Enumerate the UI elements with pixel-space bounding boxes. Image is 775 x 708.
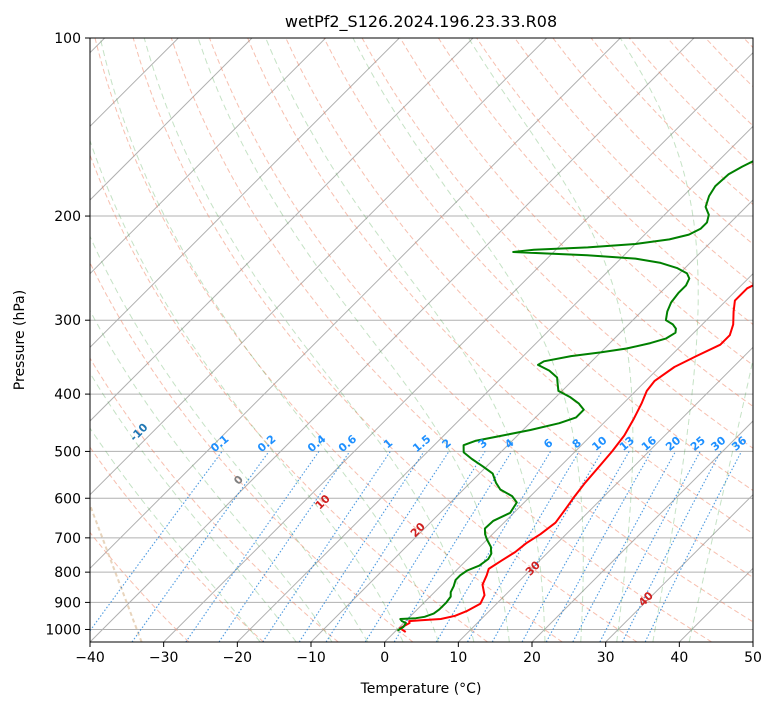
y-axis-ticks: 100 200 300 400 500 600 700 800 900 1000 [45, 31, 90, 638]
dry-adiabat [90, 261, 414, 642]
y-axis-label: Pressure (hPa) [12, 290, 28, 390]
moist-adiabat [619, 38, 699, 642]
dry-adiabat [399, 38, 753, 408]
mixing-ratio-lines [90, 451, 742, 642]
y-tick-label: 500 [54, 444, 81, 460]
x-tick-label: 50 [744, 650, 762, 666]
x-tick-label: 30 [597, 650, 615, 666]
dry-adiabat [476, 38, 753, 326]
isotherm-line [90, 38, 474, 422]
y-tick-label: 900 [54, 595, 81, 611]
moist-adiabat [143, 38, 475, 642]
y-tick-label: 700 [54, 531, 81, 547]
mixing-ratio-line [521, 451, 630, 642]
mixing-ratio-line [131, 451, 270, 642]
y-tick-label: 200 [54, 209, 81, 225]
dry-adiabat [590, 38, 753, 206]
moist-adiabat [90, 309, 333, 642]
isotherm-line [90, 38, 327, 275]
moist-adiabats [90, 38, 753, 642]
moist-adiabat [352, 38, 584, 642]
mixing-ratio-line [325, 451, 450, 642]
y-tick-label: 1000 [45, 622, 81, 638]
dry-adiabat [247, 38, 753, 578]
saturation-curve [90, 502, 143, 642]
mixing-ratio-line [185, 451, 320, 642]
mixing-ratio-line [90, 451, 223, 632]
x-tick-label: 0 [380, 650, 389, 666]
moist-adiabat [265, 38, 546, 642]
x-tick-label: −30 [149, 650, 179, 666]
x-tick-label: 40 [670, 650, 688, 666]
dry-adiabat [90, 357, 339, 642]
y-tick-label: 800 [54, 565, 81, 581]
isobar-grid [90, 38, 753, 630]
dry-adiabat [552, 38, 753, 245]
x-tick-label: 20 [523, 650, 541, 666]
isotherm-line [531, 420, 753, 642]
x-axis-ticks: −40 −30 −20 −10 0 10 20 30 40 50 [75, 642, 762, 666]
y-tick-label: 400 [54, 387, 81, 403]
isotherm-line [605, 493, 753, 642]
mixing-ratio-line [621, 451, 722, 642]
mixing-ratio-line [393, 451, 513, 642]
isotherm-line [457, 346, 753, 642]
x-axis-label: Temperature (°C) [360, 681, 482, 697]
plot-area: 0.10.20.40.611.52346810131620253036-100-… [90, 38, 753, 642]
chart-title: wetPf2_S126.2024.196.23.33.R08 [285, 12, 557, 32]
x-tick-label: −10 [296, 650, 326, 666]
sounding-series-line [396, 160, 753, 632]
dry-adiabat [90, 531, 190, 642]
dry-adiabat [90, 153, 488, 642]
isotherm-grid [90, 38, 753, 642]
mixing-ratio-line [599, 451, 701, 642]
x-tick-label: −20 [223, 650, 253, 666]
isotherm-line [90, 38, 695, 642]
y-tick-label: 600 [54, 491, 81, 507]
mixing-ratio-line [298, 451, 425, 642]
x-tick-label: 10 [449, 650, 467, 666]
x-tick-label: −40 [75, 650, 105, 666]
dry-adiabats [90, 38, 753, 642]
mixing-ratio-line [572, 451, 676, 642]
dry-adiabat [170, 38, 712, 642]
isotherm-line [90, 38, 400, 349]
isotherm-line [90, 38, 253, 201]
mixing-ratio-line [218, 451, 351, 642]
moist-adiabat [688, 356, 753, 642]
mixing-ratio-line [364, 451, 486, 642]
data-series [396, 160, 753, 633]
dry-adiabat [285, 38, 753, 535]
y-tick-label: 300 [54, 313, 81, 329]
moist-adiabat [90, 139, 404, 642]
moist-adiabat [99, 38, 439, 642]
moist-adiabat [468, 38, 634, 642]
dry-adiabat [209, 38, 753, 623]
dry-adiabat [323, 38, 753, 492]
mixing-ratio-line [262, 451, 391, 642]
isotherm-line [90, 38, 621, 570]
dry-adiabat [361, 38, 753, 449]
saturation-curves [90, 502, 143, 642]
mixing-ratio-line [435, 451, 552, 642]
plot-frame [89, 37, 754, 643]
sounding-series-line [399, 284, 753, 633]
isotherm-line [384, 272, 753, 642]
mixing-ratio-line [545, 451, 652, 642]
dry-adiabat [437, 38, 753, 366]
y-tick-label: 100 [54, 31, 81, 47]
isotherm-line [163, 51, 753, 642]
isotherm-line [236, 125, 753, 642]
dry-adiabat [94, 38, 563, 642]
isotherm-line [90, 38, 548, 496]
moist-adiabat [90, 372, 297, 642]
dry-adiabat [132, 38, 638, 642]
mixing-ratio-line [644, 451, 742, 642]
moist-adiabat [90, 427, 261, 642]
moist-adiabat [90, 235, 369, 642]
moist-adiabat [197, 38, 510, 642]
